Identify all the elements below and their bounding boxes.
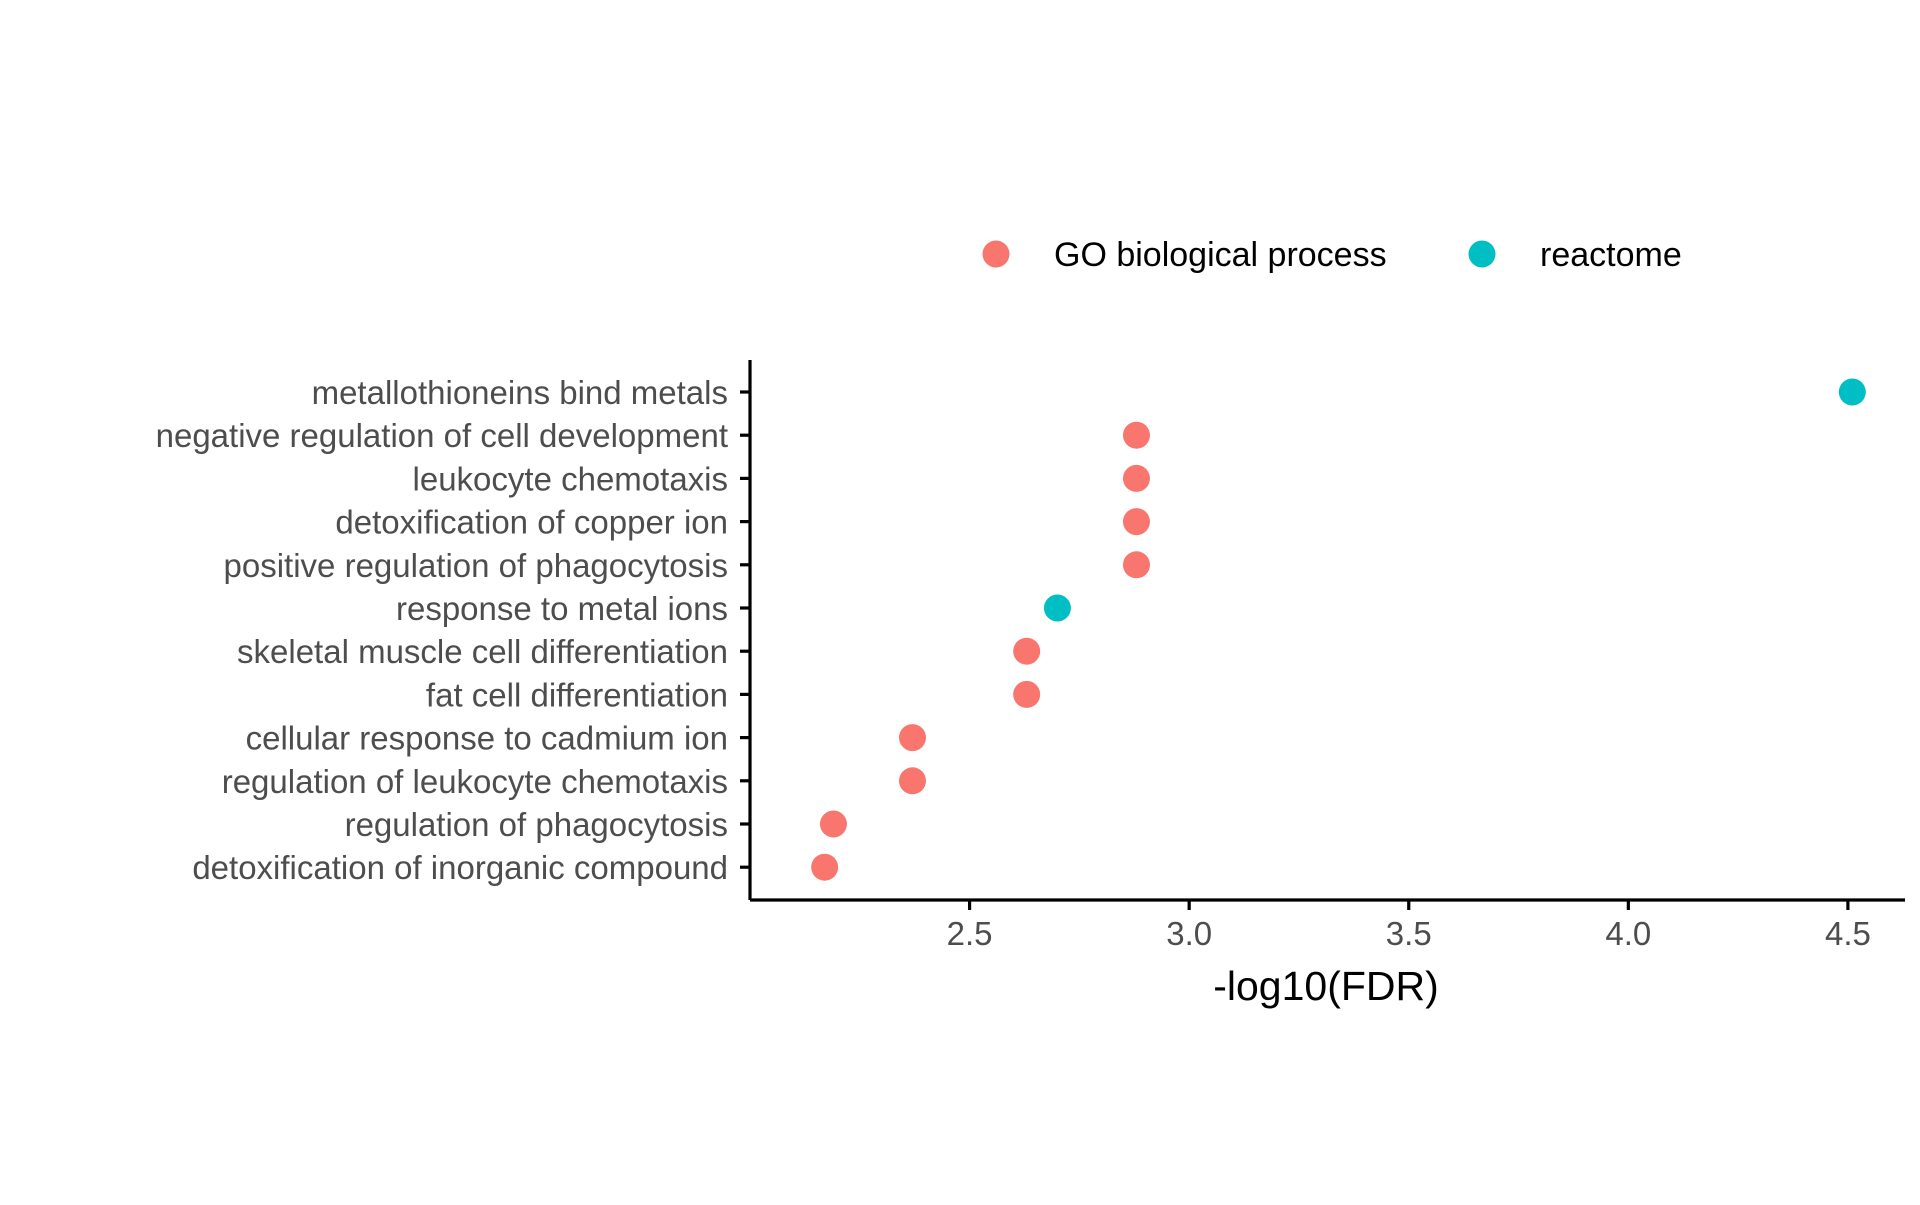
legend-marker xyxy=(982,240,1010,268)
data-point xyxy=(1013,680,1041,708)
legend-label: GO biological process xyxy=(1054,236,1387,274)
y-tick-label: response to metal ions xyxy=(396,590,728,627)
y-tick-label: cellular response to cadmium ion xyxy=(246,720,728,757)
x-tick-label: 4.5 xyxy=(1825,915,1871,952)
data-points xyxy=(811,378,1866,881)
legend-marker xyxy=(1468,240,1496,268)
data-point xyxy=(811,853,839,881)
y-tick-label: negative regulation of cell development xyxy=(156,417,728,454)
y-tick-label: detoxification of inorganic compound xyxy=(192,849,728,886)
data-point xyxy=(1122,464,1150,492)
y-tick-label: regulation of phagocytosis xyxy=(345,806,728,843)
legend: GO biological process reactome xyxy=(982,236,1682,274)
x-tick-label: 3.0 xyxy=(1166,915,1212,952)
y-tick-label: metallothioneins bind metals xyxy=(312,374,728,411)
y-tick-label: skeletal muscle cell differentiation xyxy=(237,633,728,670)
data-point xyxy=(1043,594,1071,622)
data-point xyxy=(898,767,926,795)
data-point xyxy=(1122,421,1150,449)
x-tick-label: 3.5 xyxy=(1386,915,1432,952)
y-tick-label: fat cell differentiation xyxy=(426,676,728,713)
x-axis: 2.5 3.0 3.5 4.0 4.5 xyxy=(750,898,1905,952)
y-tick-label: positive regulation of phagocytosis xyxy=(224,547,728,584)
data-point xyxy=(898,724,926,752)
x-axis-title: -log10(FDR) xyxy=(1213,963,1439,1009)
y-tick-label: leukocyte chemotaxis xyxy=(413,460,728,497)
x-tick-label: 2.5 xyxy=(947,915,993,952)
data-point xyxy=(1013,637,1041,665)
data-point xyxy=(1122,551,1150,579)
data-point xyxy=(819,810,847,838)
data-point xyxy=(1838,378,1866,406)
y-axis: metallothioneins bind metals negative reg… xyxy=(156,360,752,900)
data-point xyxy=(1122,508,1150,536)
x-tick-label: 4.0 xyxy=(1605,915,1651,952)
y-tick-label: detoxification of copper ion xyxy=(335,504,728,541)
y-tick-label: regulation of leukocyte chemotaxis xyxy=(222,763,728,800)
legend-label: reactome xyxy=(1540,236,1682,274)
